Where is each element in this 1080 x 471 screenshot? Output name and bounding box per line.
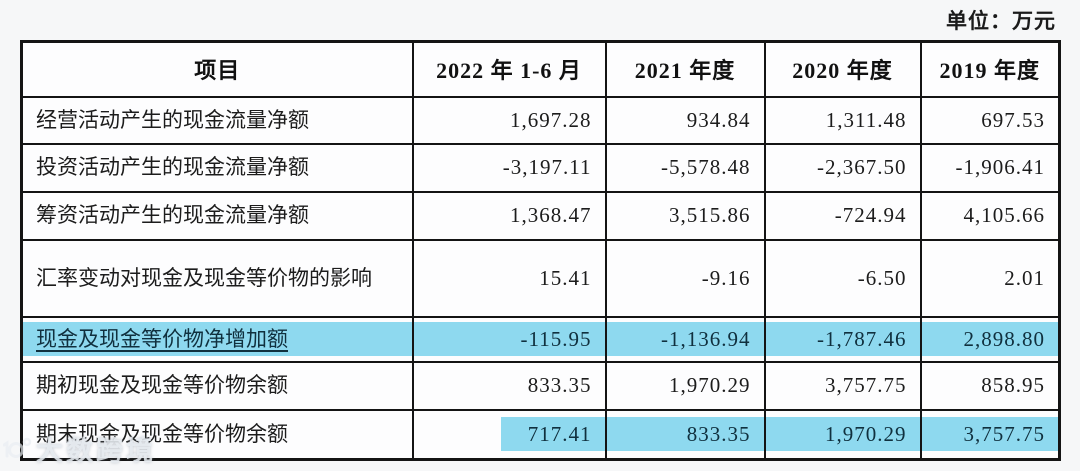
row-label-cell: 期末现金及现金等价物余额 — [20, 408, 414, 461]
value-cell: 1,970.29 — [763, 408, 922, 461]
value-cell: -3,197.11 — [411, 142, 607, 193]
table-row: 筹资活动产生的现金流量净额 1,368.47 3,515.86 -724.94 4,10… — [20, 190, 1061, 241]
row-label-cell: 汇率变动对现金及现金等价物的影响 — [20, 238, 414, 318]
unit-label: 单位：万元 — [946, 9, 1056, 33]
cell-value: 833.35 — [527, 373, 592, 397]
row-label: 经营活动产生的现金流量净额 — [36, 107, 309, 132]
value-cell: -1,136.94 — [604, 315, 766, 363]
cell-value: 4,105.66 — [963, 203, 1045, 227]
column-header: 2020 年度 — [763, 40, 922, 98]
cell-value: 1,311.48 — [825, 107, 907, 132]
row-label: 投资活动产生的现金流量净额 — [36, 155, 309, 180]
cell-value: 833.35 — [686, 421, 751, 446]
value-cell: 1,311.48 — [763, 95, 922, 145]
cell-value: -5,578.48 — [661, 155, 751, 179]
value-cell: 2,898.80 — [919, 315, 1061, 363]
row-label-cell: 期初现金及现金等价物余额 — [20, 360, 414, 411]
value-cell: 858.95 — [919, 360, 1061, 411]
column-header: 2022 年 1-6 月 — [411, 40, 607, 98]
cell-value: -724.94 — [834, 203, 907, 227]
cell-value: 15.41 — [539, 265, 592, 290]
cell-value: -2,367.50 — [817, 155, 907, 179]
table-row: 现金及现金等价物净增加额 -115.95 -1,136.94 -1,787.46 2,8… — [20, 315, 1061, 363]
value-cell: 3,515.86 — [604, 190, 766, 241]
cell-value: 1,970.29 — [669, 373, 751, 397]
row-label-cell: 经营活动产生的现金流量净额 — [20, 95, 414, 145]
value-cell: 1,368.47 — [411, 190, 607, 241]
value-cell: 1,970.29 — [604, 360, 766, 411]
row-label: 现金及现金等价物净增加额 — [36, 326, 288, 351]
row-label: 期初现金及现金等价物余额 — [36, 373, 288, 398]
value-cell: -1,906.41 — [919, 142, 1061, 193]
column-header: 项目 — [20, 40, 414, 98]
cell-value: 1,368.47 — [510, 203, 592, 227]
table-row: 汇率变动对现金及现金等价物的影响 15.41 -9.16 -6.50 2.01 — [20, 238, 1061, 318]
cell-value: 2,898.80 — [963, 326, 1045, 351]
value-cell: 833.35 — [604, 408, 766, 461]
cell-value: -3,197.11 — [502, 155, 592, 179]
cell-value: -115.95 — [520, 326, 592, 351]
value-cell: 3,757.75 — [763, 360, 922, 411]
row-label: 汇率变动对现金及现金等价物的影响 — [36, 265, 372, 290]
row-label-cell: 投资活动产生的现金流量净额 — [20, 142, 414, 193]
value-cell: -5,578.48 — [604, 142, 766, 193]
value-cell: -724.94 — [763, 190, 922, 241]
table-row: 期初现金及现金等价物余额 833.35 1,970.29 3,757.75 858.95 — [20, 360, 1061, 411]
value-cell: 1,697.28 — [411, 95, 607, 145]
value-cell: -9.16 — [604, 238, 766, 318]
cell-value: 697.53 — [981, 107, 1045, 132]
cell-value: 2.01 — [1004, 265, 1045, 290]
table-row: 投资活动产生的现金流量净额 -3,197.11 -5,578.48 -2,367.50… — [20, 142, 1061, 193]
table-row: 经营活动产生的现金流量净额 1,697.28 934.84 1,311.48 697.5… — [20, 95, 1061, 145]
column-header: 2019 年度 — [919, 40, 1061, 98]
cell-value: -1,787.46 — [817, 326, 907, 351]
row-label: 期末现金及现金等价物余额 — [36, 421, 288, 446]
value-cell: -2,367.50 — [763, 142, 922, 193]
cell-value: -1,906.41 — [955, 155, 1045, 179]
value-cell: -1,787.46 — [763, 315, 922, 363]
cell-value: 3,757.75 — [963, 421, 1045, 446]
value-cell: 15.41 — [411, 238, 607, 318]
value-cell: 934.84 — [604, 95, 766, 145]
row-label-cell: 筹资活动产生的现金流量净额 — [20, 190, 414, 241]
column-header: 2021 年度 — [604, 40, 766, 98]
value-cell: -115.95 — [411, 315, 607, 363]
value-cell: -6.50 — [763, 238, 922, 318]
cell-value: 717.41 — [527, 421, 592, 446]
cell-value: -6.50 — [857, 265, 907, 290]
value-cell: 3,757.75 — [919, 408, 1061, 461]
cell-value: 1,697.28 — [510, 107, 592, 132]
row-label: 筹资活动产生的现金流量净额 — [36, 203, 309, 228]
cell-value: -1,136.94 — [661, 326, 751, 351]
value-cell: 4,105.66 — [919, 190, 1061, 241]
value-cell: 717.41 — [411, 408, 607, 461]
cell-value: 3,757.75 — [825, 373, 907, 397]
cell-value: 858.95 — [981, 373, 1045, 397]
value-cell: 833.35 — [411, 360, 607, 411]
row-label-cell: 现金及现金等价物净增加额 — [20, 315, 414, 363]
cell-value: 1,970.29 — [825, 421, 907, 446]
cell-value: -9.16 — [701, 265, 751, 290]
header-row: 项目 2022 年 1-6 月 2021 年度 2020 年度 2019 年度 — [20, 40, 1061, 98]
value-cell: 2.01 — [919, 238, 1061, 318]
cell-value: 3,515.86 — [669, 203, 751, 227]
cell-value: 934.84 — [686, 107, 751, 132]
table-row: 期末现金及现金等价物余额 717.41 833.35 1,970.29 3,757.75 — [20, 408, 1061, 461]
cash-flow-table: 项目 2022 年 1-6 月 2021 年度 2020 年度 2019 年度 经营活动… — [20, 40, 1061, 461]
value-cell: 697.53 — [919, 95, 1061, 145]
